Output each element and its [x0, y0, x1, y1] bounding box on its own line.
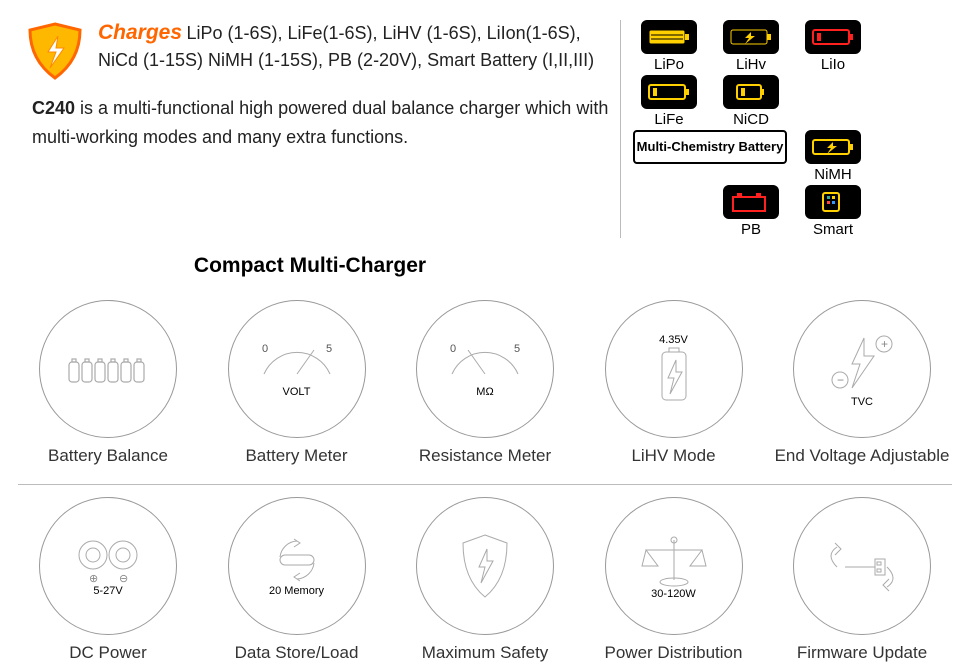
svg-text:5: 5 [514, 343, 520, 355]
battery-nimh: NiMH [795, 130, 871, 183]
battery-types-panel: LiPo LiHv LiIo LiFe NiCD Multi-Chemistry… [620, 20, 950, 238]
features-row-1: Battery Balance 05VOLT Battery Meter 05M… [18, 288, 952, 485]
svg-text:0: 0 [262, 343, 268, 355]
svg-text:⊕: ⊕ [89, 573, 98, 585]
svg-text:+: + [881, 337, 888, 351]
features: Battery Balance 05VOLT Battery Meter 05M… [0, 288, 970, 669]
feature-resistance-meter: 05MΩ Resistance Meter [395, 300, 575, 466]
top-left: Charges LiPo (1-6S), LiFe(1-6S), LiHV (1… [20, 20, 620, 238]
battery-smart: Smart [795, 185, 871, 238]
battery-life: LiFe [631, 75, 707, 128]
feature-data-store: 20 Memory Data Store/Load [207, 497, 387, 663]
battery-pb: PB [713, 185, 789, 238]
feature-lihv-mode: 4.35V LiHV Mode [584, 300, 764, 466]
features-row-2: ⊕⊖5-27V DC Power 20 Memory Data Store/Lo… [18, 485, 952, 669]
feature-power-dist: 30-120W Power Distribution [584, 497, 764, 663]
svg-text:5: 5 [326, 343, 332, 355]
product-model: C240 [32, 98, 75, 118]
battery-liio: LiIo [795, 20, 871, 73]
svg-text:⊖: ⊖ [119, 573, 128, 585]
battery-lihv: LiHv [713, 20, 789, 73]
battery-nicd: NiCD [713, 75, 789, 128]
svg-text:−: − [837, 373, 844, 387]
charges-title: Charges [98, 21, 182, 44]
product-description: C240 is a multi-functional high powered … [32, 94, 620, 152]
battery-multichem: Multi-Chemistry Battery [631, 130, 789, 183]
product-desc-text: is a multi-functional high powered dual … [32, 98, 608, 147]
battery-grid: LiPo LiHv LiIo LiFe NiCD Multi-Chemistry… [631, 20, 950, 238]
feature-end-voltage: +−TVC End Voltage Adjustable [772, 300, 952, 466]
feature-dc-power: ⊕⊖5-27V DC Power [18, 497, 198, 663]
shield-icon [20, 20, 90, 82]
feature-battery-meter: 05VOLT Battery Meter [207, 300, 387, 466]
feature-max-safety: Maximum Safety [395, 497, 575, 663]
charges-text: Charges LiPo (1-6S), LiFe(1-6S), LiHV (1… [98, 20, 620, 74]
top-section: Charges LiPo (1-6S), LiFe(1-6S), LiHV (1… [0, 0, 970, 248]
section-heading: Compact Multi-Charger [0, 254, 620, 278]
battery-lipo: LiPo [631, 20, 707, 73]
feature-battery-balance: Battery Balance [18, 300, 198, 466]
charges-line: Charges LiPo (1-6S), LiFe(1-6S), LiHV (1… [20, 20, 620, 82]
feature-firmware-update: Firmware Update [772, 497, 952, 663]
svg-text:0: 0 [450, 343, 456, 355]
